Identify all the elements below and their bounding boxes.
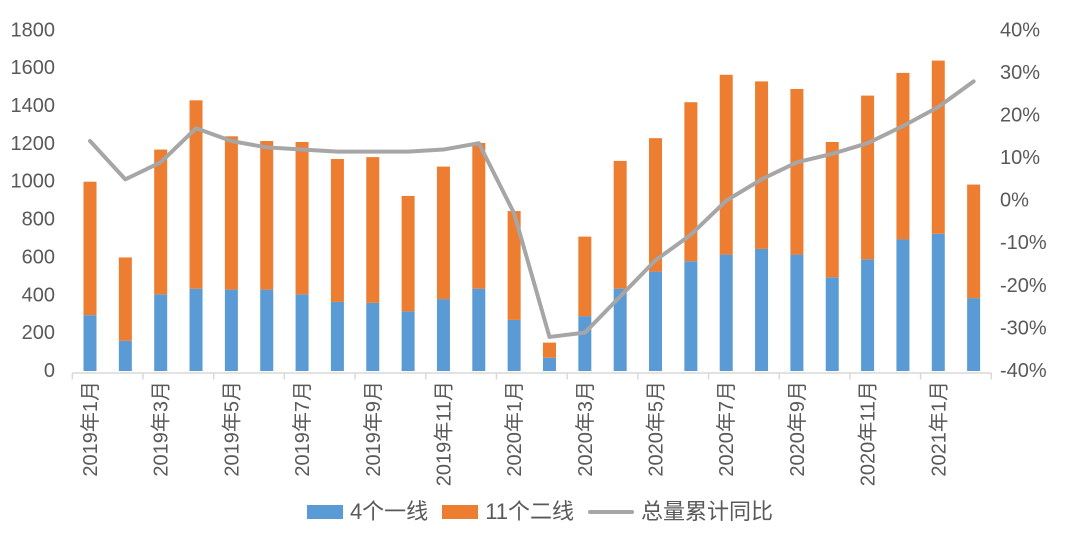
x-axis-label: 2019年11月 — [432, 381, 455, 486]
bar-segment-tier2 — [472, 142, 486, 289]
x-axis-label: 2019年3月 — [150, 381, 173, 477]
y-axis-right-tick-label: -30% — [1000, 317, 1047, 339]
bar-segment-tier1 — [507, 319, 521, 371]
legend-label-trend-line: 总量累计同比 — [641, 499, 774, 524]
bar-segment-tier1 — [330, 301, 344, 371]
y-axis-left-tick-label: 1200 — [11, 133, 56, 155]
bar-segment-tier2 — [260, 141, 274, 290]
x-axis-label: 2021年1月 — [927, 381, 950, 477]
bar-segment-tier2 — [366, 157, 380, 303]
y-axis-left-tick-label: 1800 — [11, 19, 56, 41]
bar-segment-tier1 — [755, 248, 769, 371]
bar-segment-tier1 — [542, 357, 556, 371]
y-axis-right-tick-label: -20% — [1000, 275, 1047, 297]
bar-segment-tier2 — [719, 74, 733, 255]
x-axis-label: 2020年11月 — [857, 381, 880, 486]
bar-segment-tier2 — [755, 81, 769, 249]
y-axis-left-tick-label: 1400 — [11, 95, 56, 117]
bar-segment-tier1 — [436, 299, 450, 371]
bar-segment-tier2 — [790, 88, 804, 255]
bar-segment-tier2 — [401, 195, 415, 312]
y-axis-left-tick-label: 400 — [22, 284, 55, 306]
legend-item-trend-line: 总量累计同比 — [588, 501, 773, 523]
y-axis-right-tick-label: 30% — [1000, 62, 1040, 84]
bar-segment-tier1 — [366, 302, 380, 371]
y-axis-left-tick-label: 600 — [22, 246, 55, 268]
bar-segment-tier1 — [260, 289, 274, 371]
bar-segment-tier2 — [684, 102, 698, 262]
bar-segment-tier2 — [118, 257, 132, 341]
x-axis-label: 2020年7月 — [715, 381, 738, 477]
chart-legend: 4个一线 11个二线 总量累计同比 — [0, 501, 1080, 523]
x-axis-label: 2019年7月 — [291, 381, 314, 477]
bar-segment-tier2 — [189, 100, 203, 289]
legend-label-secondary-bar: 11个二线 — [485, 499, 575, 524]
bar-segment-tier2 — [83, 181, 97, 316]
bar-segment-tier2 — [507, 211, 521, 320]
x-axis-label: 2020年5月 — [645, 381, 668, 477]
bar-segment-tier2 — [649, 138, 663, 272]
bar-segment-tier1 — [719, 254, 733, 371]
y-axis-right-tick-label: -40% — [1000, 360, 1047, 382]
bar-segment-tier1 — [295, 294, 309, 371]
bar-segment-tier1 — [684, 261, 698, 371]
x-axis-label: 2020年9月 — [786, 381, 809, 477]
y-axis-left-tick-label: 1600 — [11, 57, 56, 79]
bar-segment-tier2 — [295, 141, 309, 295]
bar-segment-tier1 — [649, 271, 663, 371]
bar-segment-tier1 — [83, 315, 97, 371]
y-axis-left-tick-label: 0 — [44, 360, 55, 382]
bar-segment-tier2 — [436, 166, 450, 300]
legend-label-primary-bar: 4个一线 — [349, 499, 429, 524]
legend-swatch-trend-line — [588, 510, 635, 514]
y-axis-right-tick-label: -10% — [1000, 232, 1047, 254]
bar-segment-tier1 — [578, 316, 592, 371]
x-axis-label: 2020年3月 — [574, 381, 597, 477]
bar-segment-tier1 — [896, 239, 910, 371]
legend-swatch-primary-bar — [306, 505, 343, 519]
x-axis-label: 2019年1月 — [79, 381, 102, 477]
y-axis-left-tick-label: 200 — [22, 322, 55, 344]
y-axis-left-tick-label: 800 — [22, 209, 55, 231]
y-axis-right-tick-label: 40% — [1000, 19, 1040, 41]
bar-segment-tier1 — [613, 288, 627, 371]
bar-segment-tier1 — [189, 288, 203, 371]
bar-segment-tier2 — [825, 141, 839, 278]
legend-item-primary-bar: 4个一线 — [306, 499, 429, 524]
bar-segment-tier1 — [118, 340, 132, 371]
bar-segment-tier2 — [967, 184, 981, 299]
y-axis-right-tick-label: 10% — [1000, 147, 1040, 169]
bar-segment-tier1 — [154, 294, 168, 371]
bar-segment-tier1 — [401, 311, 415, 371]
bar-segment-tier2 — [154, 149, 168, 295]
bar-segment-tier2 — [224, 136, 238, 290]
bar-segment-tier2 — [613, 160, 627, 289]
bar-segment-tier2 — [861, 95, 875, 260]
y-axis-left-tick-label: 1000 — [11, 171, 56, 193]
bar-segment-tier1 — [861, 259, 875, 371]
bar-segment-tier1 — [967, 298, 981, 371]
bar-segment-tier1 — [790, 254, 804, 371]
x-axis-label: 2019年5月 — [220, 381, 243, 477]
bar-segment-tier2 — [542, 342, 556, 358]
bar-segment-tier2 — [931, 60, 945, 234]
legend-item-secondary-bar: 11个二线 — [442, 501, 574, 523]
legend-swatch-secondary-bar — [442, 505, 479, 519]
bar-segment-tier2 — [578, 236, 592, 317]
x-axis-label: 2019年9月 — [362, 381, 385, 477]
bar-segment-tier2 — [896, 72, 910, 240]
trend-line — [88, 79, 976, 339]
bar-segment-tier1 — [224, 289, 238, 371]
bar-segment-tier1 — [825, 277, 839, 371]
y-axis-right-tick-label: 0% — [1000, 190, 1029, 212]
bar-segment-tier1 — [931, 233, 945, 371]
y-axis-right-tick-label: 20% — [1000, 104, 1040, 126]
bar-segment-tier1 — [472, 288, 486, 371]
x-axis-label: 2020年1月 — [503, 381, 526, 477]
bar-segment-tier2 — [330, 159, 344, 302]
